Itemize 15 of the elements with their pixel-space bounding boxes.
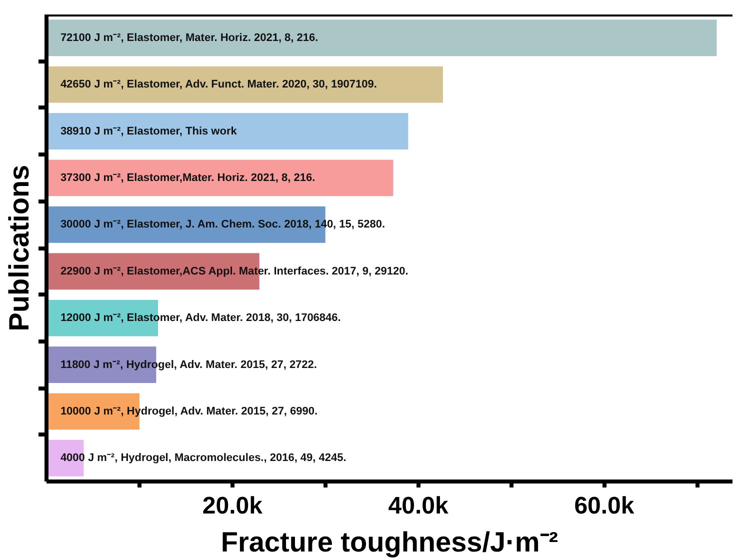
bar (46, 20, 717, 56)
data-label: 72100 J m⁻², Elastomer, Mater. Horiz. 2021, 8, 216. (60, 32, 318, 44)
data-label: 4000 J m⁻², Hydrogel, Macromolecules., 2016, 49, 4245. (60, 452, 346, 464)
bar (46, 160, 394, 196)
x-tick-label: 20.0k (202, 492, 264, 520)
x-tick-label: 60.0k (574, 492, 635, 520)
data-label: 42650 J m⁻², Elastomer, Adv. Funct. Mater. 2020, 30, 1907109. (60, 78, 377, 91)
bar (46, 66, 443, 103)
data-label: 38910 J m⁻², Elastomer, This work (60, 125, 238, 138)
x-tick-label: 40.0k (388, 492, 449, 520)
bar (46, 113, 408, 150)
y-axis-title: Publications (4, 164, 34, 332)
data-label: 30000 J m⁻², Elastomer, J. Am. Chem. Soc. 2018, 140, 15, 5280. (60, 218, 386, 231)
x-axis-title: Fracture toughness/J·m⁻² (220, 526, 558, 558)
data-label: 37300 J m⁻², Elastomer,Mater. Horiz. 2021, 8, 216. (60, 172, 316, 184)
